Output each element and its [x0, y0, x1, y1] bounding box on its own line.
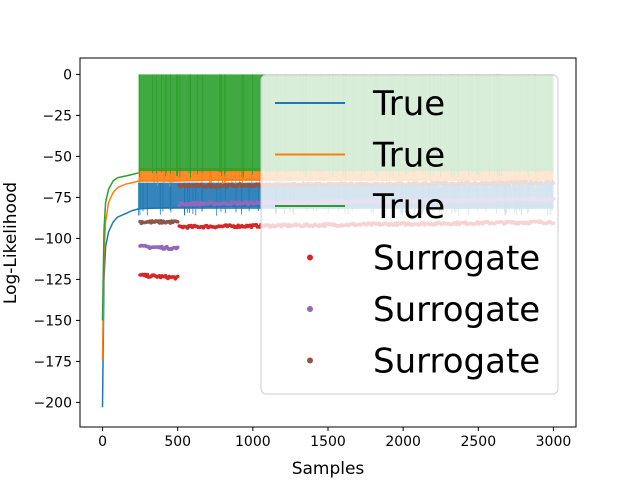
- legend-point-swatch: [307, 357, 313, 364]
- y-tick-label: −175: [34, 354, 72, 370]
- y-tick-label: 0: [63, 67, 72, 83]
- x-tick-label: 2000: [385, 434, 421, 450]
- axis-ticks: 0 500 1000 1500 2000 2500 3000 0 −25 −50 −75 −100 −1…: [34, 67, 572, 450]
- legend-label: Surrogate: [373, 290, 540, 330]
- legend-label: Surrogate: [373, 342, 540, 382]
- series-line-true-2: [101, 172, 139, 321]
- y-tick-label: −150: [34, 313, 72, 329]
- surrogate-point: [175, 274, 180, 279]
- legend: True True True Surrogate Surrogate Surrogate: [260, 74, 559, 395]
- y-tick-label: −75: [42, 190, 72, 206]
- x-tick-label: 0: [98, 434, 107, 450]
- x-tick-label: 1000: [235, 434, 271, 450]
- y-tick-label: −200: [34, 395, 72, 411]
- y-tick-label: −25: [42, 108, 72, 124]
- legend-label: True: [372, 84, 445, 124]
- legend-label: True: [372, 136, 445, 176]
- x-tick-label: 500: [164, 434, 191, 450]
- legend-point-swatch: [307, 306, 313, 312]
- x-tick-label: 2500: [460, 434, 496, 450]
- x-tick-label: 3000: [536, 434, 572, 450]
- x-axis-label: Samples: [292, 459, 365, 479]
- legend-label: Surrogate: [373, 239, 540, 279]
- y-axis-label: Log-Likelihood: [1, 182, 21, 304]
- surrogate-point: [175, 220, 180, 224]
- y-tick-label: −125: [34, 272, 72, 288]
- y-tick-label: −100: [34, 231, 72, 247]
- x-tick-label: 1500: [310, 434, 346, 450]
- y-tick-label: −50: [42, 149, 72, 165]
- legend-label: True: [372, 187, 445, 227]
- legend-point-swatch: [307, 254, 313, 261]
- surrogate-point: [175, 245, 180, 250]
